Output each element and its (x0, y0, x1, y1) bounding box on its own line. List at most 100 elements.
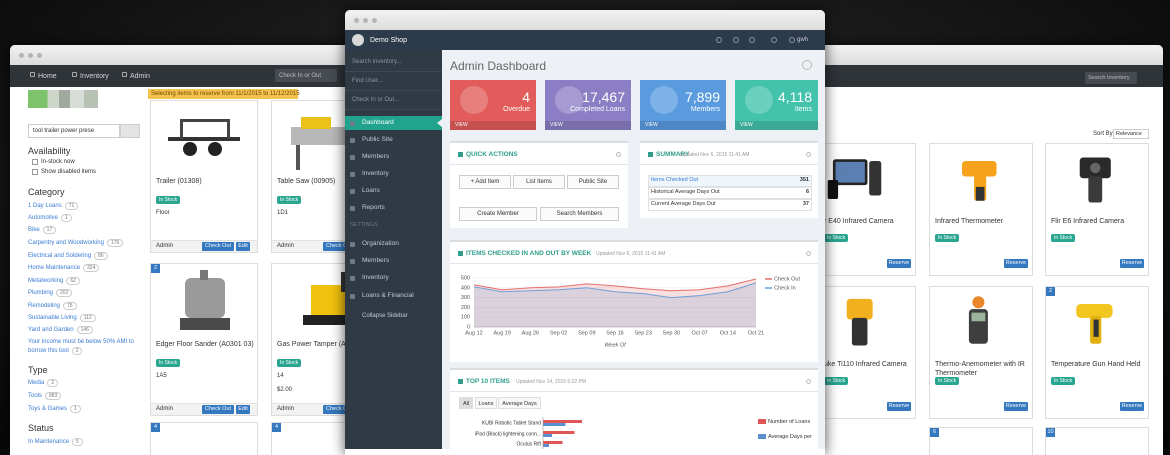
action-button[interactable]: Check Out (323, 405, 355, 414)
menu-item[interactable]: Public Site (362, 135, 393, 143)
filter-count: 1 (61, 214, 72, 222)
collapse-link[interactable]: Collapse Sidebar (362, 313, 408, 319)
header-icon[interactable] (789, 37, 795, 43)
sidebar-input[interactable]: Search inventory... (352, 59, 402, 65)
action-button[interactable]: Public Site (567, 175, 619, 189)
sidebar-input[interactable]: Find User... (352, 78, 383, 84)
separator (450, 164, 628, 165)
filter-item[interactable]: Metalworking 62 (28, 277, 143, 286)
filter-item[interactable]: Tools 883 (28, 392, 143, 401)
page-title: Admin Dashboard (450, 59, 547, 73)
stat-icon (745, 86, 773, 114)
menu-item[interactable]: Dashboard (362, 118, 394, 126)
photo-shape (851, 317, 868, 346)
filter-count: 2 (47, 379, 59, 387)
stat-footer[interactable]: VIEW (735, 121, 818, 130)
filter-item[interactable]: Toys & Games 1 (28, 405, 143, 414)
filter-label: 1 Day Loans (28, 203, 62, 209)
header-icon[interactable] (749, 37, 755, 43)
window-dot (37, 53, 42, 58)
menu-item[interactable]: Reports (362, 203, 385, 211)
reserve-button[interactable]: Reserve (1120, 259, 1144, 268)
filter-item[interactable]: Carpentry and Woodworking 176 (28, 239, 143, 248)
search-input[interactable]: tool trailer power prese (28, 124, 120, 138)
filter-item[interactable]: Sustainable Living 112 (28, 314, 143, 323)
filter-item[interactable]: Electrical and Soldering 86 (28, 252, 143, 261)
filter-item[interactable]: Home Maintenance 324 (28, 264, 143, 273)
summary-value: 37 (802, 201, 809, 207)
stat-card (450, 80, 536, 130)
menu-item[interactable]: Loans & Financial (362, 291, 414, 299)
summary-row (648, 187, 812, 199)
filter-item[interactable]: Automotive 1 (28, 214, 143, 223)
photo-shape (180, 318, 230, 330)
action-button[interactable]: Edit (236, 405, 250, 414)
item-location: 1A5 (156, 373, 167, 379)
action-button[interactable]: Search Members (540, 207, 619, 221)
photo-shape (972, 296, 985, 309)
photo (1079, 157, 1111, 203)
checkbox[interactable] (32, 159, 38, 165)
user-name[interactable]: gwh (797, 37, 809, 43)
item-card (150, 422, 258, 455)
filter-item[interactable]: Remodeling 75 (28, 302, 143, 311)
action-button[interactable]: Check Out (202, 405, 234, 414)
reserve-button[interactable]: Reserve (1004, 402, 1028, 411)
nav-icon (72, 72, 77, 77)
filter-label: Automotive (28, 215, 59, 221)
header-icon[interactable] (771, 37, 777, 43)
stat-footer[interactable]: VIEW (450, 121, 536, 130)
menu-item[interactable]: Members (362, 152, 390, 160)
action-button[interactable]: Create Member (459, 207, 537, 221)
reserve-button[interactable]: Reserve (887, 259, 911, 268)
search-field[interactable]: Search Inventory (1085, 72, 1137, 84)
search-button[interactable] (120, 124, 140, 138)
filter-item[interactable]: In Maintenance 5 (28, 438, 143, 447)
nav-link[interactable]: Inventory (80, 72, 109, 80)
action-button[interactable]: Check Out (202, 242, 234, 251)
tab[interactable]: Loans (475, 397, 497, 409)
header-icon[interactable] (716, 37, 722, 43)
reserve-button[interactable]: Reserve (887, 402, 911, 411)
filter-item[interactable]: Media 2 (28, 379, 143, 388)
nav-link[interactable]: Home (38, 72, 57, 80)
refresh-icon (806, 251, 811, 256)
sort-select[interactable]: Relevance (1113, 129, 1149, 139)
refresh-icon (616, 152, 621, 157)
nav-link[interactable]: Admin (130, 72, 150, 80)
stat-footer[interactable]: VIEW (640, 121, 726, 130)
reserve-button[interactable]: Reserve (1004, 259, 1028, 268)
status-pill: In Stock (156, 196, 181, 204)
menu-item[interactable]: Inventory (362, 273, 389, 281)
header-icon[interactable] (733, 37, 739, 43)
menu-item[interactable]: Members (362, 256, 390, 264)
menu-item[interactable]: Inventory (362, 169, 389, 177)
menu-icon (350, 205, 355, 211)
checkbox[interactable] (32, 169, 38, 175)
filter-item[interactable]: 1 Day Loans 71 (28, 202, 143, 211)
tab[interactable]: All (459, 397, 473, 409)
reserve-button[interactable]: Reserve (1120, 402, 1144, 411)
filter-item[interactable]: Bike 17 (28, 226, 143, 235)
tab[interactable]: Average Days (498, 397, 541, 409)
sidebar-input[interactable]: Check In or Out... (352, 97, 400, 103)
menu-item[interactable]: Loans (362, 186, 380, 194)
filter-count: 883 (45, 392, 62, 400)
photo (962, 161, 997, 201)
filter-item[interactable]: Plumbing 202 (28, 289, 143, 298)
menu-item[interactable]: Organization (362, 239, 399, 247)
filter-item[interactable]: Your income must be below 50% AMI to bor… (28, 338, 143, 356)
photo-shape (291, 127, 361, 145)
filter-item[interactable]: Yard and Garden 146 (28, 326, 143, 335)
menu-icon (350, 293, 355, 299)
stat-footer[interactable]: VIEW (545, 121, 631, 130)
action-button[interactable]: Check Out (323, 242, 355, 251)
product-photo (160, 268, 248, 336)
action-button[interactable]: + Add Item (459, 175, 511, 189)
action-button[interactable]: List Items (513, 175, 565, 189)
action-button[interactable]: Edit (236, 242, 250, 251)
filter-heading: Category (28, 186, 65, 197)
reserve-banner: Selecting items to reserve from 11/1/201… (148, 89, 300, 99)
stat-value: 17,467 (582, 89, 625, 105)
panel (450, 368, 818, 455)
